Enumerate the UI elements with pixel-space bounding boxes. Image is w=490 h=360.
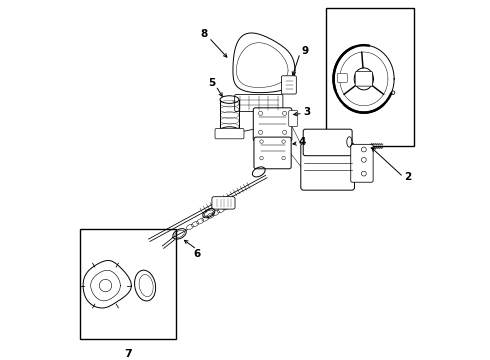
FancyBboxPatch shape xyxy=(337,73,347,82)
Text: 2: 2 xyxy=(404,172,412,182)
FancyBboxPatch shape xyxy=(301,143,355,190)
Text: 1: 1 xyxy=(366,160,374,170)
Text: 6: 6 xyxy=(193,248,200,258)
FancyBboxPatch shape xyxy=(289,111,298,126)
Text: 7: 7 xyxy=(124,349,132,359)
FancyBboxPatch shape xyxy=(253,108,292,141)
FancyBboxPatch shape xyxy=(282,76,296,94)
Text: 5: 5 xyxy=(208,78,216,88)
FancyBboxPatch shape xyxy=(351,144,373,182)
Text: 9: 9 xyxy=(301,46,308,56)
FancyBboxPatch shape xyxy=(235,94,283,112)
FancyBboxPatch shape xyxy=(215,129,244,139)
Bar xyxy=(326,8,414,146)
Text: 3: 3 xyxy=(303,107,311,117)
Bar xyxy=(80,229,176,339)
FancyBboxPatch shape xyxy=(355,72,372,86)
FancyBboxPatch shape xyxy=(212,197,235,209)
FancyBboxPatch shape xyxy=(303,129,352,156)
Text: 4: 4 xyxy=(299,137,306,147)
Text: 8: 8 xyxy=(201,29,208,39)
FancyBboxPatch shape xyxy=(254,137,291,169)
